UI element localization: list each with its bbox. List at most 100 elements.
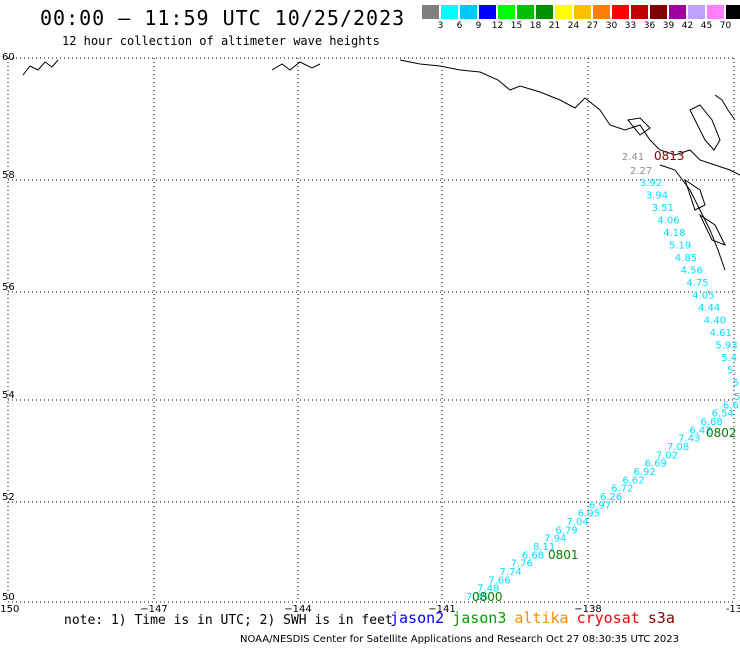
colorbar-label: 36	[643, 21, 656, 31]
wave-height-value: 6.26	[600, 492, 622, 503]
colorbar-label: 3	[437, 21, 444, 31]
wave-height-value: 6.68	[522, 550, 544, 561]
map-title: 00:00 – 11:59 UTC 10/25/2023	[40, 6, 406, 30]
satellite-legend: jason2 jason3 altika cryosat s3a	[390, 609, 683, 628]
satellite-ground-track: 3.92 3.943.51 4.064.18 5.194.85 4.564.75 4.05…	[466, 149, 740, 604]
colorbar-label: 30	[605, 21, 618, 31]
satellite-legend-item: altika	[514, 609, 569, 627]
wave-height-value: 6.92	[634, 467, 656, 478]
wave-height-value: 2.41	[622, 152, 644, 163]
wave-height-value: 5.19	[669, 241, 691, 252]
colorbar-swatch	[574, 5, 591, 19]
colorbar-swatch	[631, 5, 648, 19]
wave-height-value: 4.56	[681, 266, 703, 277]
wave-height-value: 6.68	[701, 417, 723, 428]
wave-height-value: 6.97	[589, 500, 611, 511]
colorbar-label: 24	[567, 21, 580, 31]
wave-height-value: 4.61	[710, 328, 732, 339]
colorbar-swatch	[498, 5, 515, 19]
colorbar-swatch	[479, 5, 496, 19]
colorbar-label: 15	[510, 21, 523, 31]
colorbar-label: 18	[529, 21, 542, 31]
wave-height-value: 6.69	[645, 459, 667, 470]
longitude-label: −141	[428, 604, 455, 615]
satellite-legend-item: jason2	[390, 609, 445, 627]
latitude-label: 60	[2, 52, 15, 63]
wave-height-value: 4.40	[704, 316, 726, 327]
colorbar-label: 12	[491, 21, 504, 31]
colorbar-swatch	[460, 5, 477, 19]
wave-height-value: 7.94	[544, 534, 566, 545]
lat-lon-grid	[7, 57, 735, 603]
colorbar-swatch	[707, 5, 724, 19]
credit-line: NOAA/NESDIS Center for Satellite Applica…	[240, 634, 679, 645]
wave-height-value: 5.93	[715, 341, 737, 352]
wave-height-value: 6.95	[578, 509, 600, 520]
wave-height-value: 2.27	[630, 166, 652, 177]
wave-height-value: 6.79	[555, 525, 577, 536]
wave-height-value: 7.35	[466, 592, 488, 603]
colorbar-label: 70	[719, 21, 732, 31]
wave-height-value: 3.51	[652, 203, 674, 214]
wave-height-value: 4.18	[663, 228, 685, 239]
colorbar-swatch	[441, 5, 458, 19]
longitude-label: −138	[574, 604, 601, 615]
wave-height-value: 3.94	[646, 191, 668, 202]
wave-height-value: 4.05	[692, 291, 714, 302]
wave-height-value: 7.04	[567, 517, 589, 528]
colorbar-label: 33	[624, 21, 637, 31]
wave-height-value: 7.02	[656, 450, 678, 461]
colorbar-swatch	[726, 5, 740, 19]
wave-height-value: 5.	[733, 378, 740, 389]
wave-height-value: 5.	[727, 366, 737, 377]
wave-height-value: 4.85	[675, 253, 697, 264]
longitude-label: -150	[0, 604, 19, 615]
time-marker: 0813	[654, 149, 685, 163]
wave-height-value: 7.74	[500, 567, 522, 578]
wave-height-value: 6.62	[622, 475, 644, 486]
wave-height-value: 4.44	[698, 303, 720, 314]
latitude-label: 56	[2, 282, 15, 293]
wave-height-value: 7.76	[511, 559, 533, 570]
wave-height-value: 6.65	[723, 400, 740, 411]
time-marker: 0802	[706, 426, 737, 440]
map-subtitle: 12 hour collection of altimeter wave hei…	[62, 34, 380, 48]
latitude-label: 58	[2, 170, 15, 181]
wave-height-value: 7.08	[667, 442, 689, 453]
time-marker: 0801	[548, 548, 579, 562]
colorbar-swatch	[612, 5, 629, 19]
longitude-label: -13	[726, 604, 740, 615]
colorbar-label: 45	[700, 21, 713, 31]
wave-height-value: 6.54	[712, 409, 734, 420]
colorbar-swatch	[536, 5, 553, 19]
colorbar-swatch	[555, 5, 572, 19]
colorbar-swatch	[422, 5, 439, 19]
wave-height-value: 4.75	[686, 278, 708, 289]
longitude-label: −144	[284, 604, 311, 615]
footer-note: note: 1) Time is in UTC; 2) SWH is in fe…	[64, 613, 393, 628]
wave-height-value: 5.4	[721, 353, 737, 364]
colorbar-label: 39	[662, 21, 675, 31]
wave-height-value: 7.43	[678, 434, 700, 445]
wave-height-value: 4.06	[657, 216, 679, 227]
wave-height-value: 6.42	[689, 425, 711, 436]
latitude-label: 50	[2, 592, 15, 603]
colorbar-label: 9	[475, 21, 482, 31]
colorbar-label: 27	[586, 21, 599, 31]
colorbar-swatch	[593, 5, 610, 19]
latitude-label: 54	[2, 390, 15, 401]
colorbar-swatch	[650, 5, 667, 19]
colorbar-swatch	[688, 5, 705, 19]
colorbar-label: 21	[548, 21, 561, 31]
colorbar-swatch	[517, 5, 534, 19]
colorbar-label: 6	[456, 21, 463, 31]
satellite-legend-item: jason3	[452, 609, 507, 627]
latitude-label: 52	[2, 492, 15, 503]
time-marker: 0800	[472, 590, 503, 604]
wave-height-value: 8.11	[533, 542, 555, 553]
longitude-label: −147	[140, 604, 167, 615]
coastline	[22, 59, 740, 271]
axis-tick-labels: 60 58 56 54 52 50-150 −147 −144 −141 −138 -13	[0, 52, 740, 615]
wave-height-value: 7.48	[477, 584, 499, 595]
